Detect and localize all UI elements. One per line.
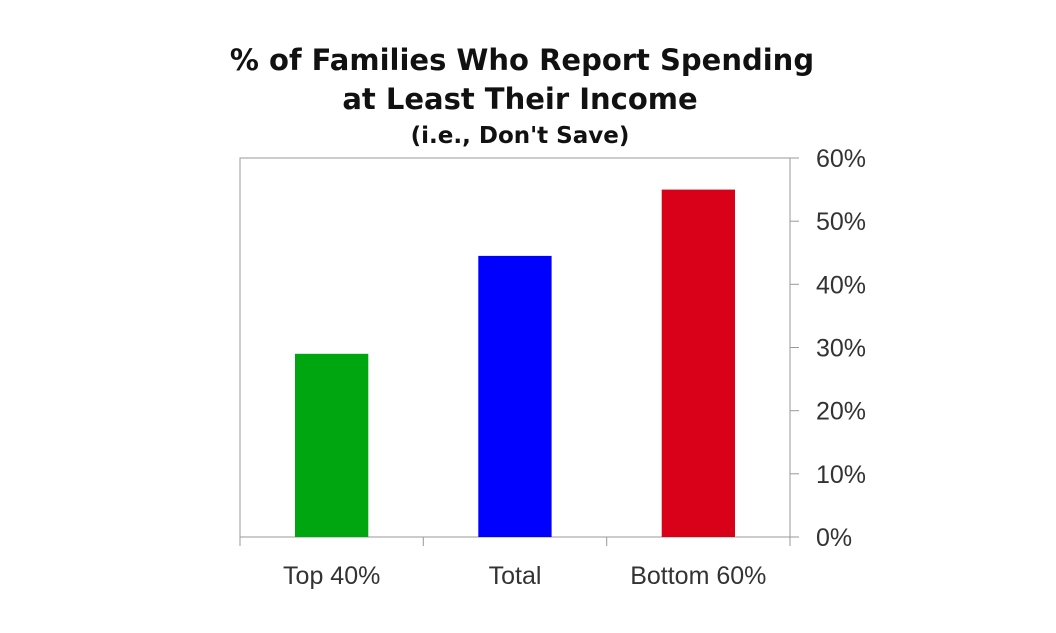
- x-tick-label: Top 40%: [283, 562, 380, 590]
- x-tick-label: Total: [489, 562, 542, 590]
- y-tick-label: 60%: [816, 145, 866, 173]
- bar-bottom-60: [661, 189, 735, 537]
- axis-layer: Top 40% Total Bottom 60% 0% 10% 20% 30% 40% 50% 6…: [239, 145, 866, 590]
- bars-layer: [295, 189, 735, 537]
- y-tick-label: 50%: [816, 208, 866, 236]
- y-tick-label: 40%: [816, 271, 866, 299]
- y-tick-label: 10%: [816, 461, 866, 489]
- chart-subtitle: (i.e., Don't Save): [411, 123, 630, 149]
- y-tick-label: 0%: [816, 524, 852, 552]
- y-tick-label: 30%: [816, 335, 866, 363]
- bar-top-40: [295, 353, 369, 537]
- bar-total: [478, 255, 552, 537]
- y-tick-label: 20%: [816, 398, 866, 426]
- x-tick-label: Bottom 60%: [630, 562, 766, 590]
- chart-title: % of Families Who Report Spending: [230, 43, 814, 77]
- chart-title-line-2: at Least Their Income: [342, 82, 697, 116]
